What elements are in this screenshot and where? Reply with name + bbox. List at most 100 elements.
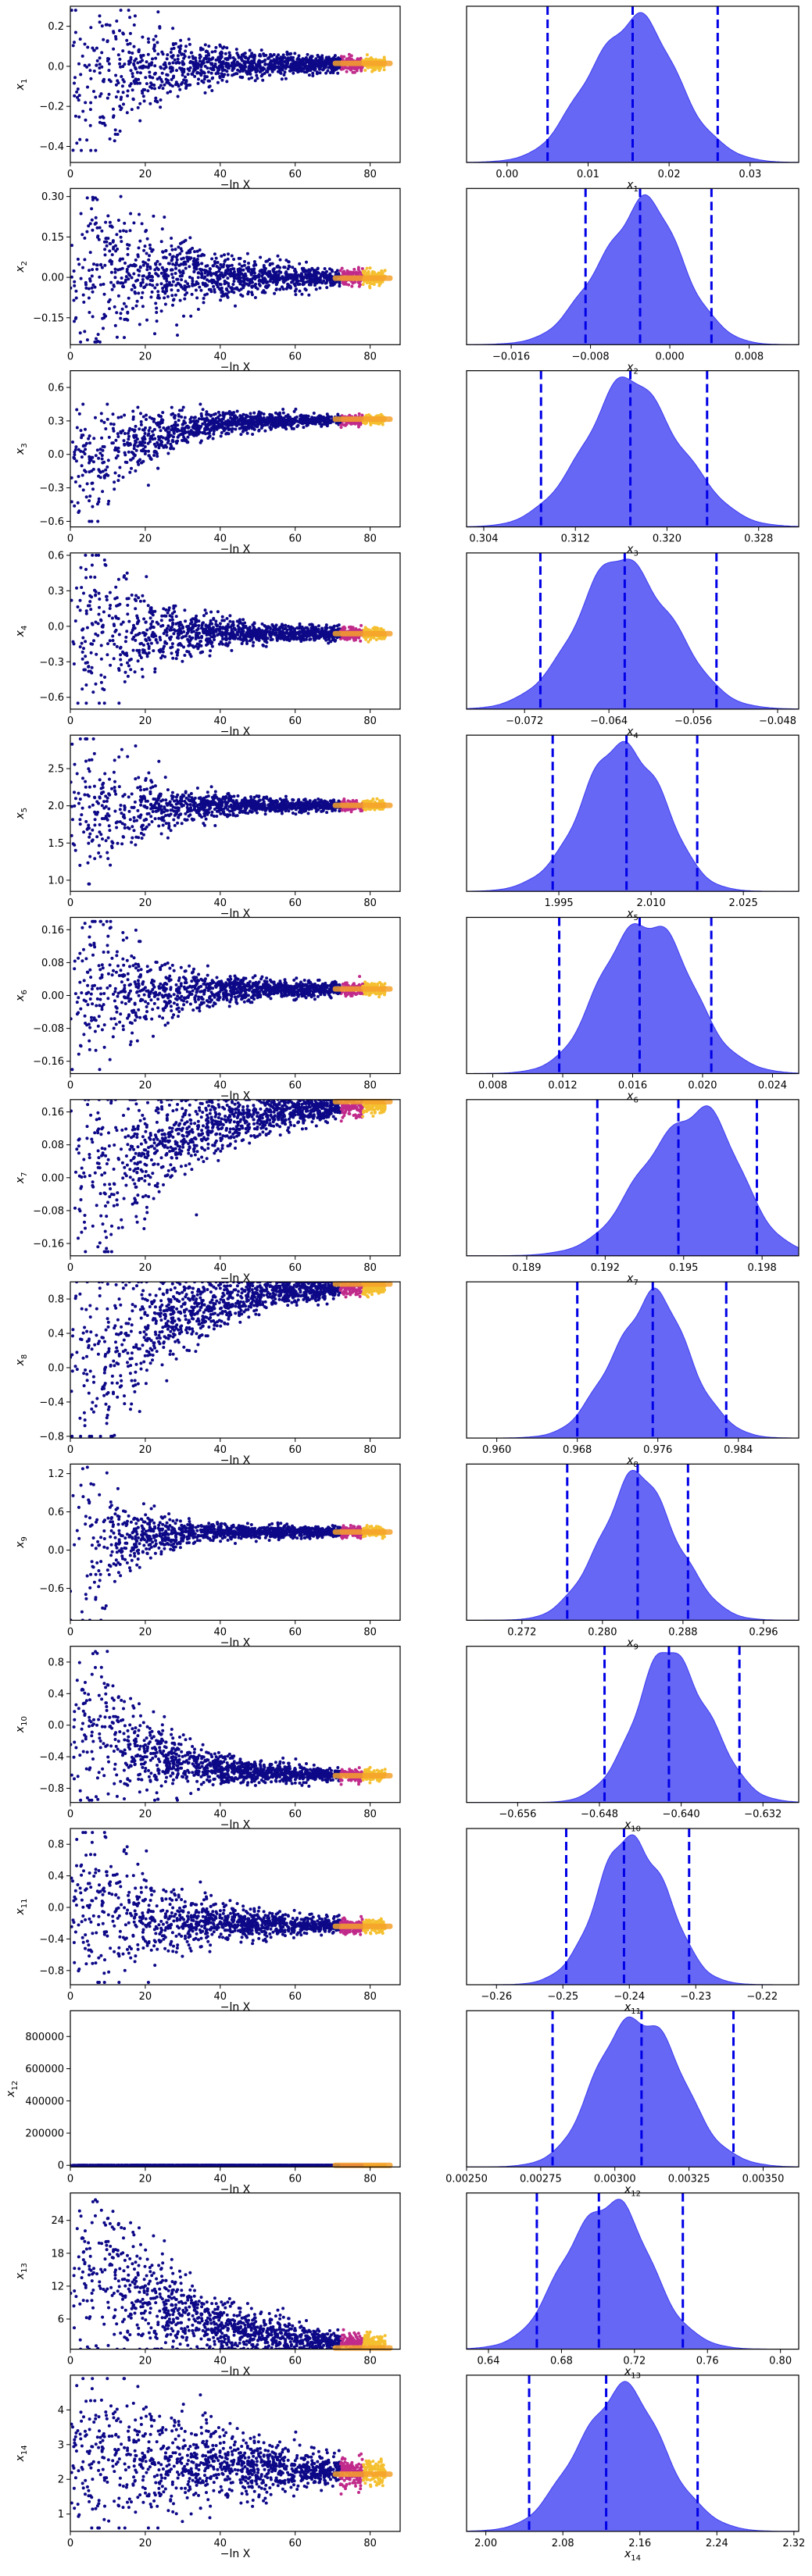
trace-sample-point — [87, 287, 91, 291]
trace-sample-point — [116, 133, 120, 136]
trace-sample-point — [136, 460, 140, 464]
trace-sample-point — [209, 428, 213, 432]
trace-sample-point — [98, 451, 102, 455]
trace-sample-point — [123, 640, 127, 644]
trace-sample-point — [360, 267, 364, 270]
trace-sample-point — [231, 272, 234, 276]
trace-sample-point — [298, 282, 302, 286]
trace-sample-point — [229, 286, 233, 290]
trace-sample-point — [158, 444, 162, 448]
trace-sample-point — [115, 233, 119, 237]
trace-sample-point — [90, 274, 94, 278]
trace-sample-point — [91, 46, 95, 50]
trace-sample-point — [224, 292, 228, 296]
trace-sample-point — [139, 55, 143, 59]
trace-sample-point — [195, 66, 198, 70]
trace-sample-point — [171, 303, 174, 307]
trace-sample-point — [113, 642, 116, 646]
trace-sample-point — [198, 430, 202, 434]
trace-sample-point — [84, 495, 88, 499]
trace-sample-point — [279, 421, 283, 425]
trace-sample-point — [127, 9, 131, 12]
trace-sample-point — [131, 428, 134, 431]
trace-sample-point — [102, 80, 106, 84]
trace-sample-point — [85, 138, 89, 142]
trace-sample-point — [308, 274, 312, 278]
trace-sample-point — [182, 419, 186, 423]
trace-sample-point — [170, 244, 173, 248]
trace-sample-point — [73, 453, 77, 457]
trace-sample-point — [194, 283, 198, 287]
trace-sample-point — [114, 95, 118, 99]
trace-sample-point — [93, 285, 97, 289]
trace-sample-point — [188, 275, 191, 279]
trace-sample-point — [95, 46, 98, 50]
trace-sample-point — [116, 219, 120, 222]
trace-sample-point — [164, 256, 168, 259]
trace-sample-point — [88, 311, 91, 314]
trace-sample-point — [153, 64, 157, 68]
trace-sample-point — [92, 90, 95, 93]
trace-sample-point — [219, 434, 223, 438]
trace-sample-point — [290, 418, 293, 422]
trace-sample-point — [176, 83, 180, 87]
trace-sample-point — [116, 454, 120, 458]
trace-sample-point — [152, 37, 156, 41]
trace-sample-point — [70, 476, 73, 480]
trace-sample-point — [188, 42, 191, 46]
trace-sample-point — [245, 282, 249, 286]
trace-sample-point — [170, 288, 173, 292]
trace-sample-point — [172, 435, 175, 439]
trace-sample-point — [218, 423, 222, 426]
trace-sample-point — [151, 275, 154, 279]
trace-sample-point — [80, 148, 83, 152]
trace-sample-point — [121, 65, 125, 69]
trace-sample-point — [80, 473, 84, 477]
trace-sample-point — [270, 67, 274, 71]
trace-sample-point — [134, 448, 138, 452]
trace-sample-point — [298, 62, 301, 66]
trace-sample-point — [247, 423, 251, 426]
trace-sample-point — [302, 417, 306, 421]
trace-sample-point — [137, 291, 141, 295]
trace-sample-point — [277, 269, 281, 273]
trace-sample-point — [325, 280, 329, 283]
trace-sample-point — [203, 271, 207, 275]
posterior-xtick-label: −0.008 — [572, 351, 610, 362]
trace-sample-point — [116, 247, 120, 251]
trace-sample-point — [149, 458, 153, 461]
trace-sample-point — [79, 277, 83, 280]
trace-sample-point — [141, 594, 145, 598]
trace-sample-point — [294, 293, 298, 297]
trace-sample-point — [185, 424, 189, 428]
trace-sample-point — [85, 196, 89, 200]
trace-sample-point — [195, 419, 199, 423]
trace-sample-point — [275, 59, 279, 62]
trace-sample-point — [144, 637, 148, 641]
trace-sample-point — [73, 280, 77, 284]
trace-converged-band-2 — [332, 275, 393, 281]
trace-sample-point — [230, 413, 234, 416]
trace-sample-point — [214, 273, 218, 277]
trace-sample-point — [236, 637, 240, 640]
trace-sample-point — [141, 438, 145, 442]
trace-sample-point — [273, 62, 277, 66]
trace-sample-point — [336, 412, 340, 416]
trace-sample-point — [218, 76, 222, 80]
trace-sample-point — [116, 81, 120, 85]
trace-sample-point — [213, 280, 216, 284]
trace-sample-point — [234, 48, 238, 52]
trace-sample-point — [264, 53, 268, 57]
trace-sample-point — [92, 48, 96, 52]
trace-sample-point — [355, 271, 359, 275]
trace-sample-point — [136, 105, 140, 109]
trace-sample-point — [313, 271, 317, 275]
trace-sample-point — [163, 444, 167, 448]
trace-sample-point — [156, 421, 160, 425]
trace-sample-point — [196, 276, 200, 280]
trace-sample-point — [94, 95, 98, 99]
trace-sample-point — [320, 281, 324, 285]
trace-sample-point — [109, 422, 113, 426]
trace-sample-point — [118, 259, 122, 262]
trace-sample-point — [166, 294, 170, 298]
